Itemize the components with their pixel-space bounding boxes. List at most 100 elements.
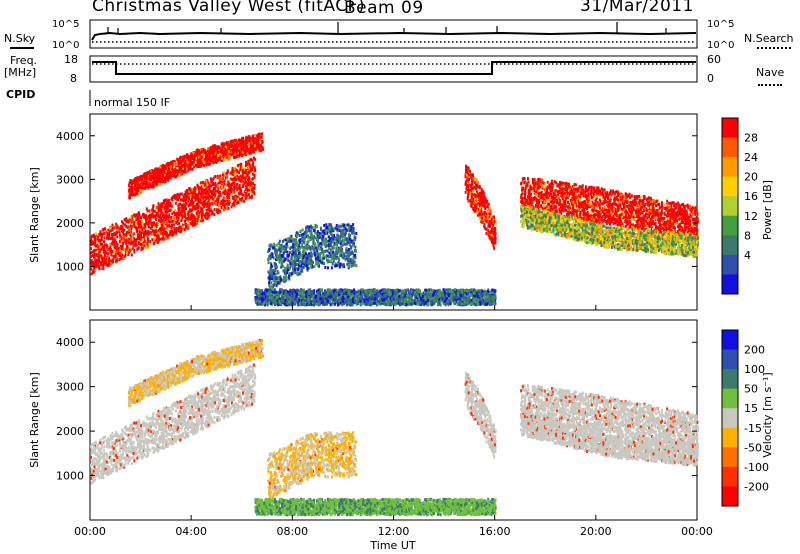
cpid-label: CPID [6, 88, 35, 101]
power-cell [177, 171, 180, 175]
power-cell [171, 199, 174, 203]
power-cell [206, 201, 209, 205]
power-cell [558, 186, 561, 190]
power-cell [561, 203, 564, 207]
power-cell [148, 217, 151, 221]
power-cell [229, 198, 232, 202]
power-cell [202, 188, 205, 192]
power-cell [154, 217, 157, 221]
power-cell [583, 210, 586, 214]
power-cell [482, 212, 485, 216]
power-cell [194, 198, 197, 202]
power-cell [543, 195, 546, 199]
power-cell [593, 204, 596, 208]
power-cell [226, 170, 229, 174]
power-cell [147, 172, 150, 176]
power-cell [206, 190, 209, 194]
power-cell [208, 184, 211, 188]
power-cell [216, 197, 219, 201]
power-cell [175, 162, 178, 166]
power-cell [540, 184, 543, 188]
power-cell [187, 210, 190, 214]
power-cell [193, 165, 196, 169]
power-cell [180, 169, 183, 173]
power-cell [184, 212, 187, 216]
power-cell [251, 163, 254, 167]
power-cell [467, 192, 470, 196]
power-cell [687, 206, 690, 210]
power-cell [195, 215, 198, 219]
power-cell [156, 180, 159, 184]
power-cell [242, 193, 245, 197]
power-cell [473, 181, 476, 185]
power-cell [103, 243, 106, 247]
power-cell [527, 204, 530, 208]
power-cell [590, 219, 593, 223]
power-cell [185, 169, 188, 173]
power-cell [117, 251, 120, 255]
power-cell [487, 224, 490, 228]
power-cell [248, 136, 251, 140]
power-cell [684, 227, 687, 231]
power-cell [151, 228, 154, 232]
power-cell [178, 161, 181, 165]
power-cell [200, 150, 203, 154]
power-cell [208, 213, 211, 217]
power-cell [191, 223, 194, 227]
power-cell [178, 159, 181, 163]
power-cell [181, 213, 184, 217]
power-cell [613, 201, 616, 205]
power-cell [134, 187, 137, 191]
power-cell [490, 231, 493, 235]
power-cell [133, 250, 136, 254]
power-cell [165, 203, 168, 207]
power-cell [182, 206, 185, 210]
power-cell [154, 223, 157, 227]
power-cell [253, 166, 256, 170]
power-cell [97, 245, 100, 249]
power-cell [145, 220, 148, 224]
power-cell [219, 155, 222, 159]
power-cell [618, 221, 621, 225]
power-cell [551, 209, 554, 213]
power-cell [212, 155, 215, 159]
power-cell [225, 140, 228, 144]
power-cell [687, 227, 690, 231]
power-cell [228, 196, 231, 200]
power-cell [175, 212, 178, 216]
power-cell [240, 144, 243, 148]
power-cell [171, 211, 174, 215]
power-cell [181, 225, 184, 229]
freq-panel-frame [89, 55, 698, 83]
power-cell [138, 213, 141, 217]
power-cell [649, 220, 652, 224]
power-cell [584, 188, 587, 192]
power-cell [564, 196, 567, 200]
power-cell [172, 222, 175, 226]
power-cell [198, 211, 201, 215]
power-cell [154, 226, 157, 230]
power-cell [227, 150, 230, 154]
power-cell [669, 212, 672, 216]
power-cell [602, 193, 605, 197]
power-cell [250, 147, 253, 151]
power-cell [207, 215, 210, 219]
power-cell [208, 162, 211, 166]
power-cell [222, 191, 225, 195]
power-cell [490, 229, 493, 233]
power-cell [472, 197, 475, 201]
power-cell [628, 209, 631, 213]
power-cell [637, 201, 640, 205]
power-cell [91, 251, 94, 255]
power-cell [202, 213, 205, 217]
power-cell [537, 189, 540, 193]
power-cell [94, 243, 97, 247]
power-cell [212, 196, 215, 200]
power-cell [132, 237, 135, 241]
power-cell [210, 149, 213, 153]
power-cell [619, 198, 622, 202]
power-cell [202, 209, 205, 213]
power-cell [132, 240, 135, 244]
power-cell [234, 178, 237, 182]
power-cell [156, 241, 159, 245]
